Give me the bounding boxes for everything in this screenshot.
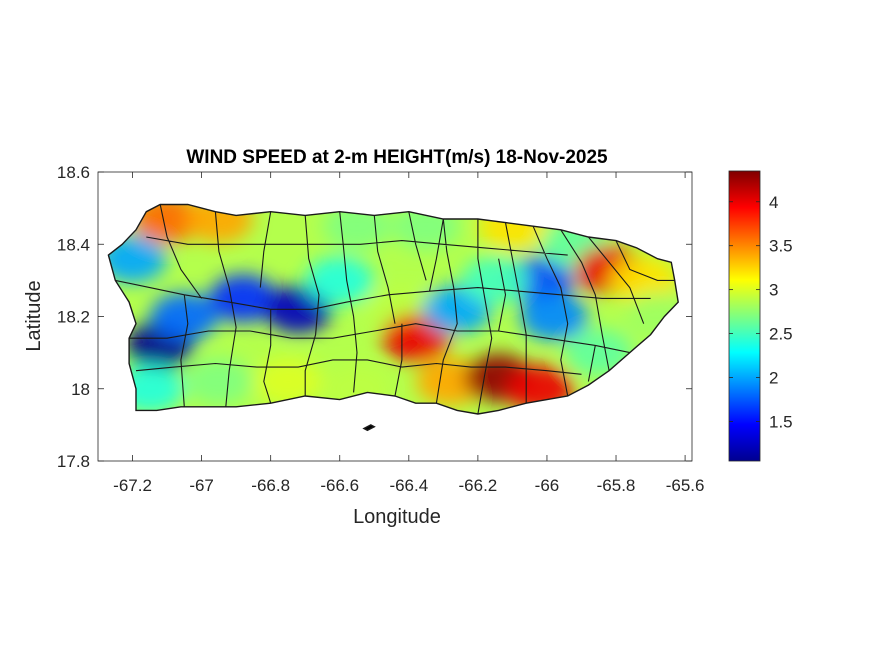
y-tick-label: 18.6 — [57, 163, 90, 182]
colorbar-tick-label: 3 — [769, 281, 778, 300]
y-axis-label: Latitude — [23, 280, 45, 351]
x-tick-label: -66 — [535, 476, 560, 495]
y-tick-label: 18.2 — [57, 308, 90, 327]
colorbar-tick-label: 1.5 — [769, 412, 793, 431]
y-tick-label: 18.4 — [57, 235, 90, 254]
y-axis: 17.8 18 18.2 18.4 18.6 — [57, 163, 692, 471]
chart-title: WIND SPEED at 2-m HEIGHT(m/s) 18-Nov-202… — [186, 147, 608, 168]
x-axis-label: Longitude — [353, 506, 441, 528]
caja-de-muertos-islet — [362, 424, 376, 432]
x-tick-label: -66.2 — [459, 476, 498, 495]
y-tick-label: 18 — [71, 380, 90, 399]
colorbar-tick-label: 2 — [769, 369, 778, 388]
colorbar: 1.5 2 2.5 3 3.5 4 — [728, 170, 793, 462]
field-sample-1 — [150, 292, 219, 341]
municipal-boundaries — [107, 203, 679, 432]
field-sample-25 — [609, 256, 678, 305]
x-axis: -67.2 -67 -66.8 -66.6 -66.4 -66.2 -66 -65.8 -65.… — [113, 172, 704, 495]
x-tick-label: -67.2 — [113, 476, 152, 495]
colorbar-gradient — [728, 170, 761, 462]
x-tick-label: -66.4 — [389, 476, 428, 495]
x-tick-label: -65.6 — [666, 476, 705, 495]
y-tick-label: 17.8 — [57, 452, 90, 471]
field-sample-10 — [184, 357, 253, 406]
colorbar-tick-label: 4 — [769, 193, 778, 212]
x-tick-label: -65.8 — [597, 476, 636, 495]
colorbar-ticks: 1.5 2 2.5 3 3.5 4 — [729, 193, 793, 431]
colorbar-tick-label: 3.5 — [769, 237, 793, 256]
x-tick-label: -67 — [189, 476, 214, 495]
field-sample-7 — [305, 256, 374, 305]
field-sample-21 — [519, 292, 588, 341]
colorbar-tick-label: 2.5 — [769, 325, 793, 344]
x-tick-label: -66.8 — [251, 476, 290, 495]
municipality-lines — [115, 204, 675, 415]
field-sample-22 — [461, 256, 530, 305]
x-tick-label: -66.6 — [320, 476, 359, 495]
